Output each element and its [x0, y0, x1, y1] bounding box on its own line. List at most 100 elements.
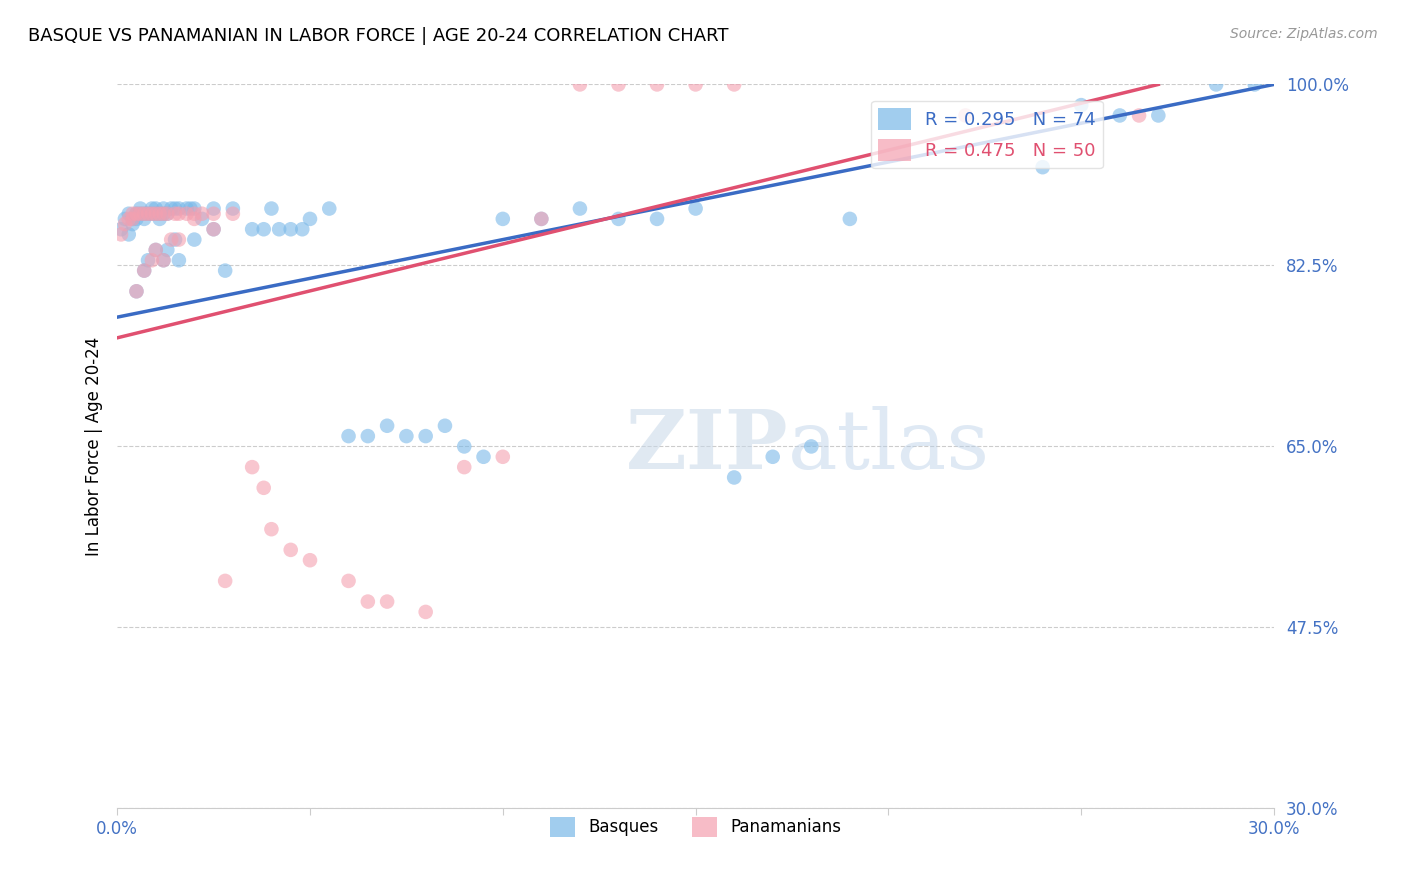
Point — [152, 207, 174, 221]
Point — [607, 78, 630, 92]
Point — [202, 222, 225, 236]
Point — [183, 202, 205, 216]
Point — [183, 211, 205, 226]
Point — [167, 233, 190, 247]
Point — [214, 263, 236, 277]
Point — [183, 233, 205, 247]
Point — [121, 211, 143, 226]
Point — [433, 418, 456, 433]
Point — [253, 222, 276, 236]
Point — [472, 450, 495, 464]
Point — [240, 222, 263, 236]
Point — [202, 222, 225, 236]
Point — [800, 439, 823, 453]
Point — [375, 594, 398, 608]
Point — [160, 233, 183, 247]
Point — [129, 207, 152, 221]
Point — [202, 202, 225, 216]
Text: Source: ZipAtlas.com: Source: ZipAtlas.com — [1230, 27, 1378, 41]
Point — [167, 202, 190, 216]
Point — [134, 263, 156, 277]
Point — [160, 202, 183, 216]
Text: BASQUE VS PANAMANIAN IN LABOR FORCE | AGE 20-24 CORRELATION CHART: BASQUE VS PANAMANIAN IN LABOR FORCE | AG… — [28, 27, 728, 45]
Point — [163, 202, 186, 216]
Point — [156, 243, 179, 257]
Point — [118, 207, 141, 221]
Point — [134, 207, 156, 221]
Point — [280, 542, 302, 557]
Point — [415, 429, 437, 443]
Point — [114, 217, 136, 231]
Y-axis label: In Labor Force | Age 20-24: In Labor Force | Age 20-24 — [86, 337, 103, 556]
Point — [152, 207, 174, 221]
Point — [202, 207, 225, 221]
Point — [395, 429, 418, 443]
Point — [337, 429, 360, 443]
Point — [530, 211, 553, 226]
Point — [145, 202, 167, 216]
Point — [1128, 108, 1150, 122]
Point — [110, 227, 132, 242]
Point — [163, 207, 186, 221]
Point — [685, 202, 707, 216]
Point — [191, 211, 214, 226]
Point — [125, 285, 148, 299]
Legend: Basques, Panamanians: Basques, Panamanians — [543, 810, 848, 844]
Point — [492, 211, 515, 226]
Point — [645, 211, 668, 226]
Point — [453, 460, 475, 475]
Point — [253, 481, 276, 495]
Point — [152, 253, 174, 268]
Point — [176, 207, 198, 221]
Point — [163, 233, 186, 247]
Point — [375, 418, 398, 433]
Point — [110, 222, 132, 236]
Point — [337, 574, 360, 588]
Point — [607, 211, 630, 226]
Point — [415, 605, 437, 619]
Point — [723, 470, 745, 484]
Point — [156, 207, 179, 221]
Point — [125, 285, 148, 299]
Point — [121, 211, 143, 226]
Point — [134, 207, 156, 221]
Point — [125, 211, 148, 226]
Point — [167, 253, 190, 268]
Point — [156, 207, 179, 221]
Point — [145, 207, 167, 221]
Point — [183, 207, 205, 221]
Point — [260, 522, 283, 536]
Point — [1032, 160, 1054, 174]
Point — [141, 253, 163, 268]
Point — [568, 78, 591, 92]
Point — [453, 439, 475, 453]
Point — [723, 78, 745, 92]
Point — [136, 207, 159, 221]
Point — [1243, 78, 1265, 92]
Point — [685, 78, 707, 92]
Point — [318, 202, 340, 216]
Point — [645, 78, 668, 92]
Point — [291, 222, 314, 236]
Point — [1147, 108, 1170, 122]
Point — [149, 207, 172, 221]
Point — [141, 207, 163, 221]
Point — [129, 207, 152, 221]
Point — [152, 202, 174, 216]
Point — [298, 211, 321, 226]
Point — [568, 202, 591, 216]
Point — [530, 211, 553, 226]
Point — [145, 243, 167, 257]
Point — [114, 211, 136, 226]
Point — [176, 202, 198, 216]
Point — [149, 207, 172, 221]
Point — [222, 202, 245, 216]
Point — [1205, 78, 1227, 92]
Point — [136, 253, 159, 268]
Text: atlas: atlas — [789, 407, 990, 486]
Text: ZIP: ZIP — [626, 407, 789, 486]
Point — [125, 207, 148, 221]
Point — [136, 207, 159, 221]
Point — [240, 460, 263, 475]
Point — [838, 211, 860, 226]
